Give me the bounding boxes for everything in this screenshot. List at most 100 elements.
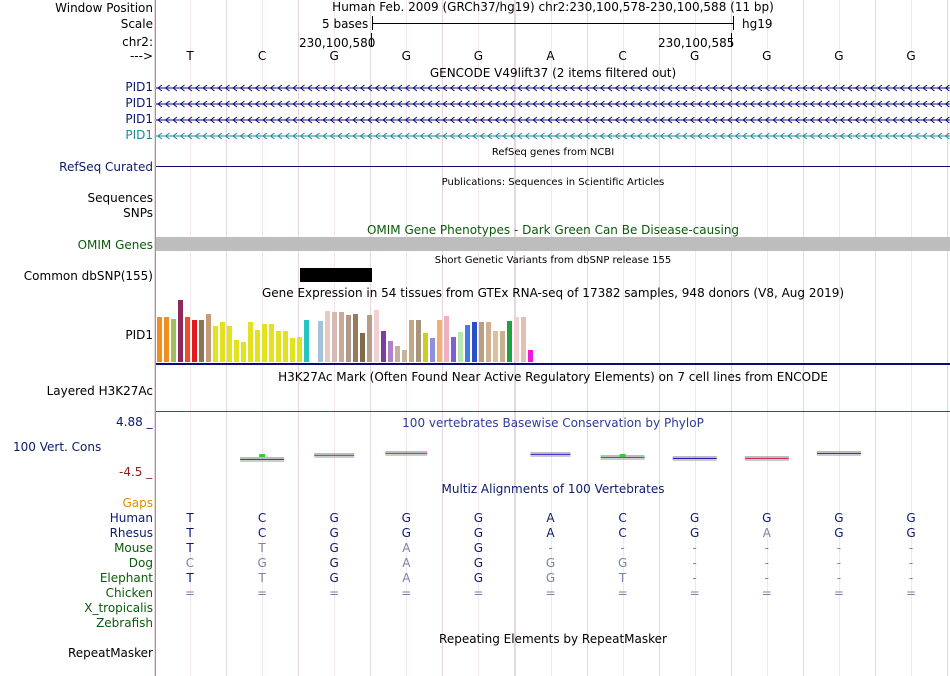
gtex-tissue-bar[interactable] [213,326,218,362]
omim-gene-bar[interactable] [156,237,950,251]
species-label[interactable]: Rhesus [109,526,153,540]
gtex-tissue-bar[interactable] [227,326,232,362]
gencode-label-1[interactable]: PID1 [125,80,153,94]
repeatmasker-title[interactable]: Repeating Elements by RepeatMasker [439,632,667,646]
gtex-tissue-bar[interactable] [304,320,309,362]
gtex-tissue-bar[interactable] [388,341,393,362]
gtex-tissue-bar[interactable] [374,310,379,362]
alignment-base: G [906,511,916,525]
gtex-tissue-bar[interactable] [346,315,351,362]
gtex-tissue-bar[interactable] [262,324,267,362]
gtex-tissue-bar[interactable] [479,322,484,362]
refseq-track-line[interactable] [156,166,950,167]
tick-right [731,33,732,47]
gtex-tissue-bar[interactable] [521,317,526,362]
gencode-transcripts[interactable] [156,80,950,144]
omim-label[interactable]: OMIM Genes [77,238,153,252]
gtex-tissue-bar[interactable] [472,322,477,362]
scale-bar [372,23,733,24]
gtex-tissue-bar[interactable] [332,312,337,362]
gtex-tissue-bar[interactable] [416,320,421,362]
scale-label: Scale [120,17,153,31]
species-label[interactable]: Mouse [114,541,153,555]
gtex-tissue-bar[interactable] [458,332,463,362]
gtex-tissue-bar[interactable] [430,338,435,362]
gtex-tissue-bar[interactable] [192,320,197,362]
gtex-tissue-bar[interactable] [402,350,407,362]
gtex-tissue-bar[interactable] [444,316,449,362]
snps-label[interactable]: SNPs [123,206,153,220]
gtex-tissue-bar[interactable] [290,338,295,362]
phylop-signal[interactable] [156,448,950,468]
gtex-title[interactable]: Gene Expression in 54 tissues from GTEx … [261,286,845,300]
species-label[interactable]: Chicken [105,586,153,600]
refseq-title[interactable]: RefSeq genes from NCBI [491,147,615,158]
gtex-tissue-bar[interactable] [493,331,498,362]
h3k27ac-title[interactable]: H3K27Ac Mark (Often Found Near Active Re… [278,370,828,384]
gtex-tissue-bar[interactable] [325,311,330,362]
alignment-base: G [257,556,267,570]
gtex-bar-chart[interactable] [157,300,537,362]
phylop-label[interactable]: 100 Vert. Cons [13,440,102,454]
gtex-tissue-bar[interactable] [437,320,442,362]
gtex-tissue-bar[interactable] [465,325,470,362]
alignment-base: G [329,541,339,555]
gtex-tissue-bar[interactable] [339,312,344,362]
gtex-tissue-bar[interactable] [269,324,274,362]
dbsnp-variant[interactable] [300,268,372,282]
gtex-tissue-bar[interactable] [283,331,288,362]
dbsnp-label[interactable]: Common dbSNP(155) [23,269,153,283]
gtex-tissue-bar[interactable] [360,333,365,362]
phylop-title[interactable]: 100 vertebrates Basewise Conservation by… [402,416,704,430]
gtex-tissue-bar[interactable] [178,300,183,362]
ruler-base: G [401,49,411,63]
species-label[interactable]: Elephant [99,571,153,585]
gtex-tissue-bar[interactable] [423,333,428,362]
h3k27ac-label[interactable]: Layered H3K27Ac [46,384,153,398]
species-label[interactable]: Zebrafish [96,616,153,630]
gtex-tissue-bar[interactable] [318,321,323,362]
gtex-tissue-bar[interactable] [206,314,211,362]
gtex-tissue-bar[interactable] [409,320,414,362]
gtex-tissue-bar[interactable] [395,346,400,362]
gtex-tissue-bar[interactable] [353,314,358,362]
gtex-tissue-bar[interactable] [514,317,519,362]
multiz-title[interactable]: Multiz Alignments of 100 Vertebrates [441,482,665,496]
refseq-label[interactable]: RefSeq Curated [59,160,153,174]
gtex-tissue-bar[interactable] [248,322,253,362]
sequences-label[interactable]: Sequences [87,191,153,205]
gtex-tissue-bar[interactable] [381,331,386,362]
repeatmasker-label[interactable]: RepeatMasker [67,646,153,660]
gtex-tissue-bar[interactable] [367,315,372,362]
species-label[interactable]: X_tropicalis [84,601,153,615]
gtex-tissue-bar[interactable] [220,322,225,362]
gencode-label-2[interactable]: PID1 [125,96,153,110]
gtex-tissue-bar[interactable] [451,337,456,362]
gencode-label-4[interactable]: PID1 [125,128,153,142]
omim-title[interactable]: OMIM Gene Phenotypes - Dark Green Can Be… [366,223,740,237]
gencode-title[interactable]: GENCODE V49lift37 (2 items filtered out) [429,66,677,80]
species-label[interactable]: Human [109,511,153,525]
gtex-tissue-bar[interactable] [507,321,512,362]
gtex-tissue-bar[interactable] [234,340,239,362]
scale-bar-right [733,16,734,30]
gtex-tissue-bar[interactable] [276,331,281,362]
publications-title[interactable]: Publications: Sequences in Scientific Ar… [441,177,665,188]
gtex-tissue-bar[interactable] [157,317,162,362]
alignment-base: G [617,556,628,570]
gtex-tissue-bar[interactable] [486,322,491,362]
gtex-label[interactable]: PID1 [125,328,153,342]
gtex-tissue-bar[interactable] [241,342,246,362]
gtex-tissue-bar[interactable] [297,337,302,362]
dbsnp-title[interactable]: Short Genetic Variants from dbSNP releas… [434,255,672,266]
gaps-label[interactable]: Gaps [122,496,153,510]
gtex-tissue-bar[interactable] [185,317,190,362]
gtex-tissue-bar[interactable] [500,331,505,362]
gtex-tissue-bar[interactable] [164,317,169,362]
gtex-tissue-bar[interactable] [171,319,176,362]
species-label[interactable]: Dog [128,556,153,570]
gtex-tissue-bar[interactable] [199,320,204,362]
gencode-label-3[interactable]: PID1 [125,112,153,126]
gtex-tissue-bar[interactable] [255,330,260,362]
gtex-tissue-bar[interactable] [528,350,533,362]
